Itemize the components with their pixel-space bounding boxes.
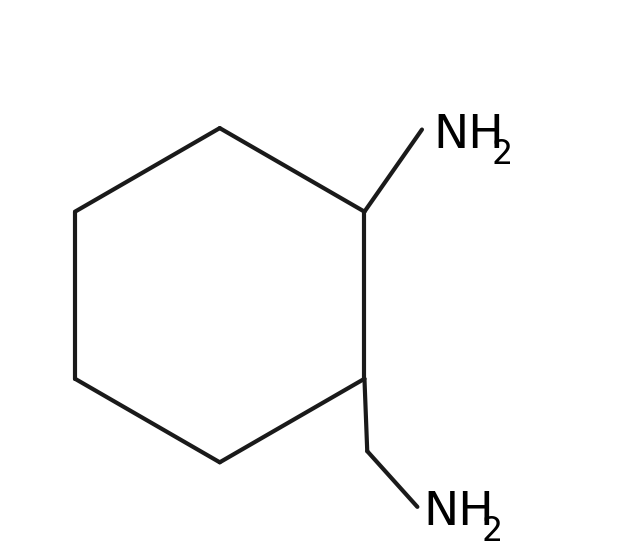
Text: NH: NH bbox=[433, 113, 504, 158]
Text: NH: NH bbox=[423, 490, 493, 535]
Text: 2: 2 bbox=[492, 138, 513, 171]
Text: 2: 2 bbox=[481, 515, 503, 549]
